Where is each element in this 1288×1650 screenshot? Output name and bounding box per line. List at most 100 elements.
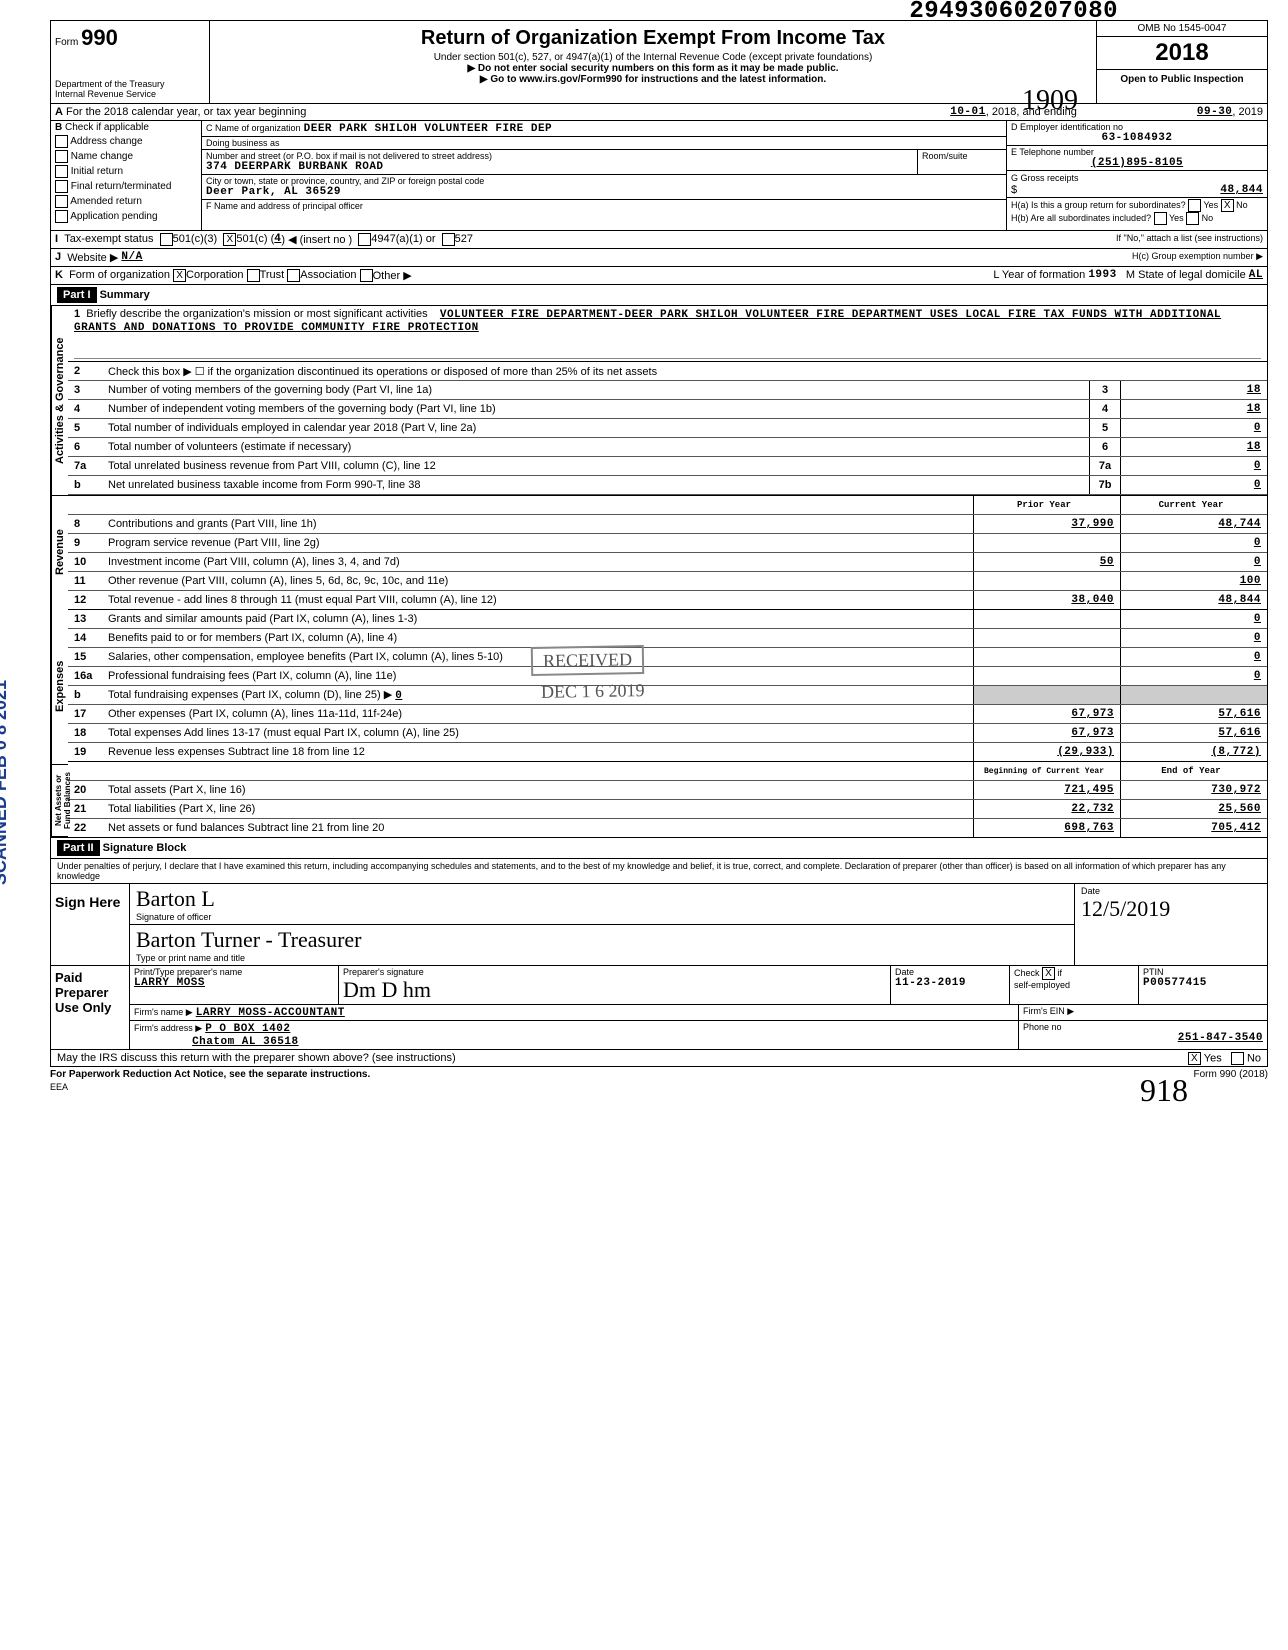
- chk-other[interactable]: [360, 269, 373, 282]
- line8: Contributions and grants (Part VIII, lin…: [104, 517, 973, 531]
- chk-name-change[interactable]: [55, 150, 68, 163]
- line20-cy: 730,972: [1120, 781, 1267, 799]
- line3: Number of voting members of the governin…: [104, 383, 1089, 397]
- lbl-app-pending: Application pending: [70, 211, 157, 222]
- side-governance: Activities & Governance: [51, 306, 68, 495]
- line13-cy: 0: [1120, 610, 1267, 628]
- hc-label: H(c) Group exemption number ▶: [1132, 251, 1263, 264]
- line4: Number of independent voting members of …: [104, 402, 1089, 416]
- line17-py: 67,973: [973, 705, 1120, 723]
- discuss-label: May the IRS discuss this return with the…: [57, 1052, 456, 1064]
- line16b-val: 0: [395, 690, 402, 702]
- line19-py: (29,933): [973, 743, 1120, 761]
- chk-assoc[interactable]: [287, 269, 300, 282]
- chk-ha-yes[interactable]: [1188, 199, 1201, 212]
- lbl-yes: Yes: [1203, 200, 1218, 210]
- org-name: DEER PARK SHILOH VOLUNTEER FIRE DEP: [304, 123, 553, 135]
- chk-4947[interactable]: [358, 233, 371, 246]
- line10-cy: 0: [1120, 553, 1267, 571]
- line16b-py: [973, 686, 1120, 704]
- prep-date-label: Date: [895, 967, 1005, 977]
- line6-val: 18: [1121, 438, 1267, 456]
- line14: Benefits paid to or for members (Part IX…: [104, 631, 973, 645]
- open-public: Open to Public Inspection: [1097, 70, 1267, 89]
- line13-py: [973, 610, 1120, 628]
- chk-addr-change[interactable]: [55, 135, 68, 148]
- line16b: Total fundraising expenses (Part IX, col…: [108, 689, 392, 701]
- h-note: If "No," attach a list (see instructions…: [1116, 233, 1263, 246]
- prior-year-hdr: Prior Year: [973, 496, 1120, 514]
- lineM-label: M State of legal domicile: [1126, 269, 1246, 282]
- website: N/A: [121, 251, 142, 264]
- lbl-discuss-yes: Yes: [1204, 1052, 1222, 1064]
- line11: Other revenue (Part VIII, column (A), li…: [104, 574, 973, 588]
- stamp-1909: 1909: [1022, 85, 1078, 117]
- prep-signature: Dm D hm: [343, 977, 886, 1003]
- chk-trust[interactable]: [247, 269, 260, 282]
- chk-amended[interactable]: [55, 195, 68, 208]
- side-expenses: Expenses: [51, 609, 68, 765]
- hb-label: H(b) Are all subordinates included?: [1011, 213, 1151, 223]
- line19-cy: (8,772): [1120, 743, 1267, 761]
- line7b-val: 0: [1121, 476, 1267, 494]
- lbl-name-change: Name change: [71, 151, 133, 162]
- line14-cy: 0: [1120, 629, 1267, 647]
- line14-py: [973, 629, 1120, 647]
- chk-final[interactable]: [55, 180, 68, 193]
- lbl-final: Final return/terminated: [71, 181, 172, 192]
- side-revenue: Revenue: [51, 496, 68, 609]
- chk-hb-yes[interactable]: [1154, 212, 1167, 225]
- chk-ha-no[interactable]: X: [1221, 199, 1234, 212]
- chk-corp[interactable]: X: [173, 269, 186, 282]
- line16a-py: [973, 667, 1120, 685]
- line7b: Net unrelated business taxable income fr…: [104, 478, 1089, 492]
- ha-label: H(a) Is this a group return for subordin…: [1011, 200, 1186, 210]
- line21-cy: 25,560: [1120, 800, 1267, 818]
- lineL-label: L Year of formation: [993, 269, 1085, 282]
- 501c-no: 4: [274, 233, 281, 246]
- officer-signature: Barton L: [136, 886, 1068, 912]
- form-990: Form 990 Department of the Treasury Inte…: [50, 20, 1268, 1067]
- line17-cy: 57,616: [1120, 705, 1267, 723]
- line2: Check this box ▶ ☐ if the organization d…: [104, 364, 1267, 379]
- chk-discuss-no[interactable]: [1231, 1052, 1244, 1065]
- line3-val: 18: [1121, 381, 1267, 399]
- omb-no: OMB No 1545-0047: [1097, 21, 1267, 37]
- room-label: Room/suite: [917, 150, 1006, 174]
- chk-initial[interactable]: [55, 165, 68, 178]
- sig-date: 12/5/2019: [1081, 896, 1261, 922]
- line18: Total expenses Add lines 13-17 (must equ…: [104, 726, 973, 740]
- line12-py: 38,040: [973, 591, 1120, 609]
- lbl-trust: Trust: [260, 269, 285, 282]
- chk-discuss-yes[interactable]: X: [1188, 1052, 1201, 1065]
- line19: Revenue less expenses Subtract line 18 f…: [104, 745, 973, 759]
- chk-self-employed[interactable]: X: [1042, 967, 1055, 980]
- firm-addr1: P O BOX 1402: [205, 1023, 290, 1035]
- irs-label: Internal Revenue Service: [55, 89, 205, 99]
- part2-title: Signature Block: [103, 842, 187, 854]
- chk-hb-no[interactable]: [1186, 212, 1199, 225]
- ptin: P00577415: [1143, 977, 1263, 989]
- chk-527[interactable]: [442, 233, 455, 246]
- line15-cy: 0: [1120, 648, 1267, 666]
- chk-app-pending[interactable]: [55, 210, 68, 223]
- tax-year: 2018: [1097, 37, 1267, 70]
- city-label: City or town, state or province, country…: [206, 176, 1002, 186]
- d-label: D Employer identification no: [1011, 122, 1263, 132]
- ein: 63-1084932: [1011, 132, 1263, 144]
- type-name-label: Type or print name and title: [136, 953, 1068, 963]
- line18-cy: 57,616: [1120, 724, 1267, 742]
- firm-name-label: Firm's name ▶: [134, 1007, 193, 1017]
- chk-501c[interactable]: X: [223, 233, 236, 246]
- chk-501c3[interactable]: [160, 233, 173, 246]
- lineA-label: For the 2018 calendar year, or tax year …: [66, 106, 306, 118]
- lbl-no: No: [1236, 200, 1248, 210]
- firm-addr2: Chatom AL 36518: [192, 1036, 299, 1048]
- street-label: Number and street (or P.O. box if mail i…: [206, 151, 913, 161]
- line4-val: 18: [1121, 400, 1267, 418]
- part1-title: Summary: [100, 289, 150, 301]
- street: 374 DEERPARK BURBANK ROAD: [206, 161, 913, 173]
- current-year-hdr: Current Year: [1120, 496, 1267, 514]
- prep-date: 11-23-2019: [895, 977, 1005, 989]
- c-name-label: C Name of organization: [206, 123, 301, 133]
